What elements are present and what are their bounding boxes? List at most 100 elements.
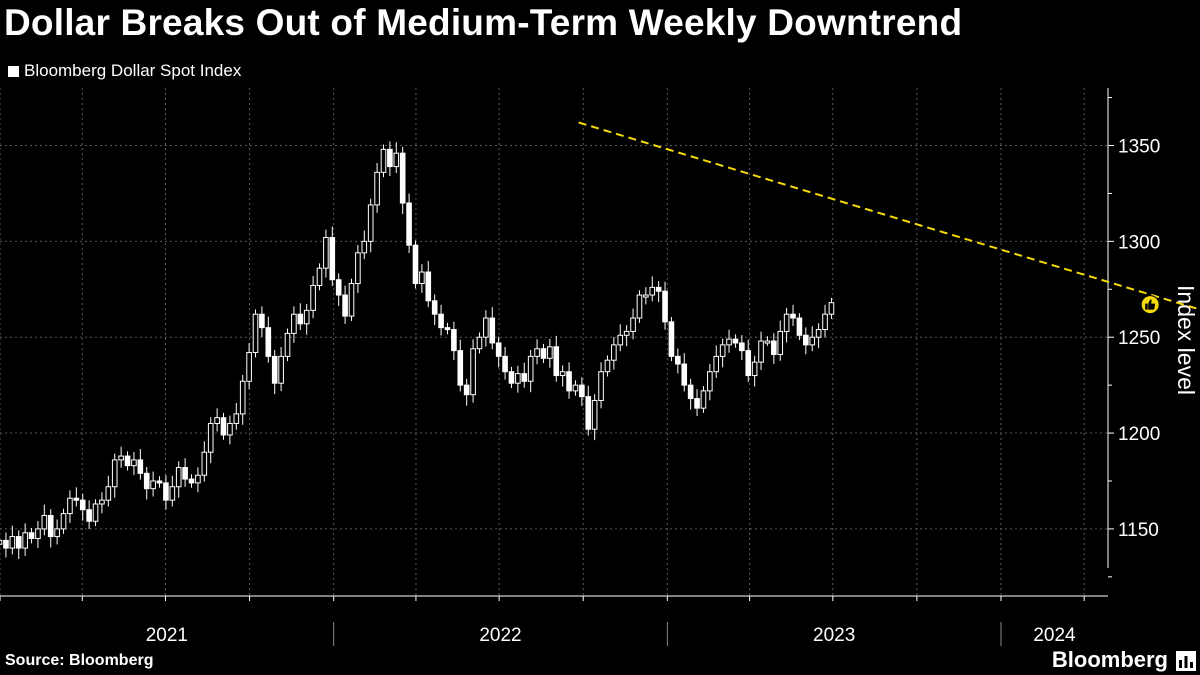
candle-body-down (259, 313, 265, 329)
candle-body-down (681, 363, 688, 386)
candle-body-down (3, 539, 9, 549)
candle-body-down (521, 373, 528, 382)
candle-body-up (393, 152, 400, 168)
candle-body-up (92, 503, 99, 522)
candle-body-up (758, 340, 764, 363)
candle-body-up (252, 313, 259, 354)
legend: Bloomberg Dollar Spot Index (8, 61, 241, 81)
thumbs-up-icon-cuff (1145, 303, 1148, 310)
candle-body-up (67, 497, 73, 515)
candle-body-up (636, 294, 643, 319)
candle-body-down (451, 329, 457, 352)
candle-body-down (540, 348, 547, 359)
candle-body-down (457, 350, 464, 386)
candle-body-down (271, 355, 278, 384)
candle-body-up (707, 371, 713, 392)
candle-body-down (124, 455, 131, 467)
x-tick-label: 2022 (479, 625, 521, 646)
candle-body-up (22, 532, 28, 549)
candle-body-down (156, 480, 163, 484)
candle-body-up (572, 384, 579, 392)
thumbs-up-icon (1145, 299, 1156, 310)
candle-body-up (291, 313, 297, 334)
candle-body-up (41, 514, 48, 530)
candle-body-up (559, 371, 566, 377)
y-tick-label: 1200 (1118, 424, 1160, 445)
candle-body-up (534, 348, 540, 357)
candle-body-up (476, 336, 483, 350)
candle-body-down (732, 338, 739, 344)
candle-body-up (649, 286, 656, 296)
candle-body-up (751, 361, 758, 377)
candle-body-down (425, 271, 432, 302)
candle-body-down (412, 244, 419, 285)
x-tick-label: 2021 (146, 625, 188, 646)
candle-body-up (630, 317, 636, 332)
candle-body-up (361, 240, 368, 254)
candle-body-down (73, 497, 80, 501)
candle-body-up (598, 371, 604, 401)
candle-body-down (502, 355, 508, 373)
candle-body-up (233, 413, 240, 424)
candle-body-up (284, 332, 291, 357)
candle-body-down (220, 417, 227, 436)
candle-body-up (809, 336, 816, 346)
candle-body-down (143, 472, 150, 490)
candle-body-up (617, 334, 624, 346)
candle-body-up (700, 390, 707, 409)
candle-body-down (163, 482, 169, 501)
candle-body-down (553, 346, 560, 377)
x-tick-label: 2024 (1033, 625, 1076, 646)
candle-body-up (118, 455, 124, 461)
candle-body-up (214, 417, 220, 424)
candle-body-up (783, 313, 790, 332)
candle-body-up (604, 359, 611, 373)
candle-body-down (745, 350, 752, 377)
y-tick-label: 1150 (1118, 520, 1159, 541)
candle-body-up (303, 309, 310, 325)
candle-body-down (508, 371, 515, 384)
candle-body-up (611, 344, 617, 361)
candle-body-up (99, 499, 105, 505)
candle-body-down (438, 313, 444, 329)
candle-body-up (591, 399, 598, 430)
candle-body-up (54, 528, 60, 538)
candle-body-up (207, 422, 214, 453)
grid-lines (0, 88, 1108, 596)
candle-body-up (60, 513, 67, 530)
candle-body-down (86, 509, 92, 522)
candle-body-down (342, 294, 348, 317)
candle-body-down (28, 532, 35, 539)
candle-body-down (463, 384, 470, 396)
candle-body-up (815, 329, 822, 338)
candle-body-up (111, 459, 118, 488)
candle-body-down (137, 459, 144, 474)
candle-body-up (719, 344, 726, 357)
candle-body-down (687, 384, 694, 400)
candle-body-down (579, 384, 585, 398)
candle-body-up (367, 204, 374, 242)
candle-body-up (195, 474, 201, 484)
candle-body-up (643, 294, 649, 298)
candle-body-up (515, 373, 521, 384)
candle-body-down (265, 327, 272, 357)
candle-body-down (662, 290, 668, 323)
candle-body-up (348, 283, 355, 317)
candle-body-down (335, 279, 342, 296)
candle-body-up (527, 355, 534, 382)
candle-body-down (15, 536, 22, 549)
candle-body-up (483, 317, 489, 338)
x-axis: 2021 2022 2023 2024 (0, 595, 1108, 646)
candle-body-down (566, 371, 572, 392)
candle-body-up (131, 459, 137, 467)
candle-body-up (380, 148, 387, 173)
candle-body-up (713, 355, 720, 373)
candle-body-down (489, 317, 496, 344)
candle-body-up (310, 284, 316, 311)
candle-body-down (694, 398, 700, 409)
candle-body-up (470, 348, 476, 396)
candle-body-down (399, 152, 406, 204)
candle-body-up (246, 352, 252, 382)
candle-body-down (47, 514, 54, 538)
